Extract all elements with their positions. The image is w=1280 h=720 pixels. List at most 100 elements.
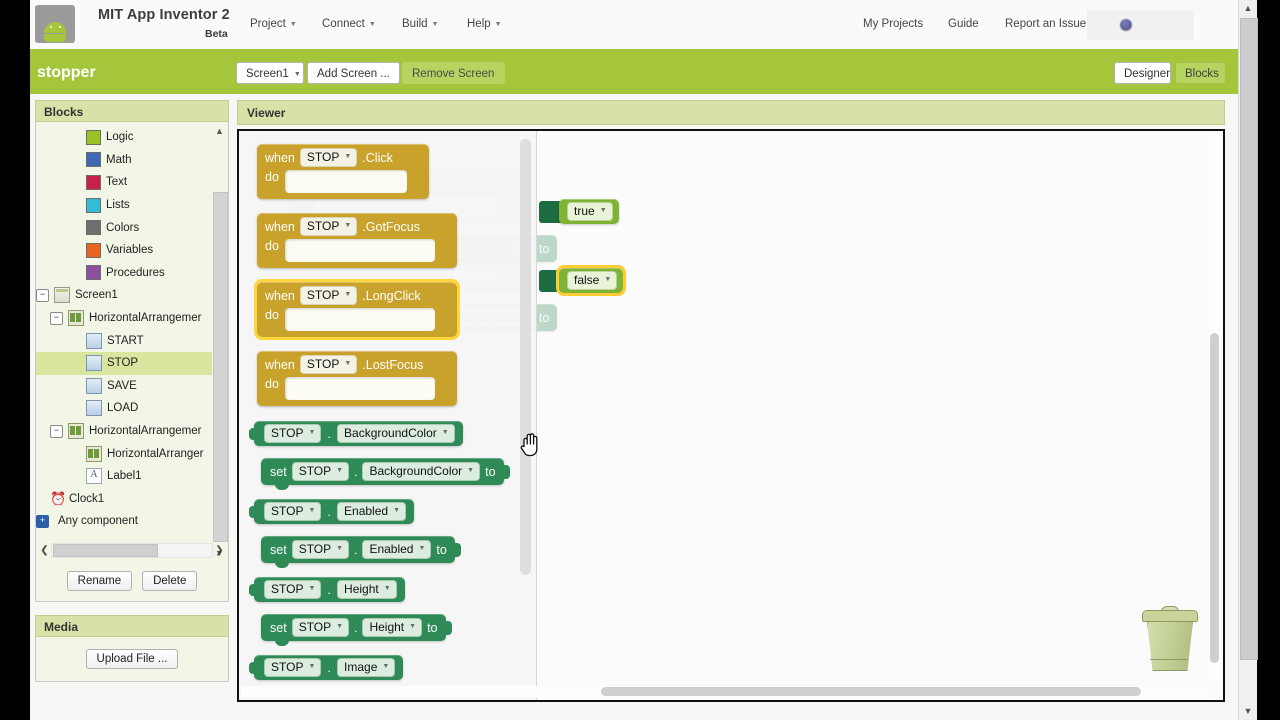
block-socket[interactable] [284,170,407,193]
component-dropdown[interactable]: STOP ▼ [299,217,358,236]
category-colors[interactable]: Colors [36,216,212,239]
property-name: BackgroundColor [369,464,463,478]
scroll-left-icon[interactable]: ❮ [40,545,49,556]
tree-item-horizontalarrangement2[interactable]: − HorizontalArrangemer [36,420,212,443]
category-text[interactable]: Text [36,171,212,194]
scroll-up-icon[interactable]: ▲ [215,126,224,136]
upload-file-button[interactable]: Upload File ... [85,649,179,669]
link-my-projects[interactable]: My Projects [863,18,924,30]
trash-can-icon[interactable] [1141,606,1198,672]
blocks-view-button[interactable]: Blocks [1175,62,1226,84]
expand-icon[interactable]: + [36,514,49,528]
flyout-block-when-stop-click[interactable]: when STOP ▼ .Click do [257,144,429,199]
tree-item-save[interactable]: SAVE [36,375,212,398]
logic-true-block[interactable]: true ▼ [559,199,619,224]
category-procedures[interactable]: Procedures [36,262,212,285]
flyout-block-set-stop-height[interactable]: set STOP ▼ . Height ▼ to [261,614,452,646]
tree-item-clock1[interactable]: ⏰ Clock1 [36,488,212,511]
property-dropdown[interactable]: Height ▼ [337,580,397,599]
blocks-canvas[interactable]: when START ▼ .Click do [239,131,1223,700]
component-dropdown[interactable]: STOP ▼ [299,355,358,374]
flyout-block-set-stop-backgroundcolor[interactable]: set STOP ▼ . BackgroundColor ▼ [261,458,510,490]
flyout-block-when-stop-lostfocus[interactable]: when STOP ▼ .LostFocus do [257,351,457,406]
property-dropdown[interactable]: Height ▼ [362,618,423,637]
category-lists[interactable]: Lists [36,194,212,217]
menu-build[interactable]: Build ▼ [402,18,439,30]
flyout-block-set-stop-enabled[interactable]: set STOP ▼ . Enabled ▼ to [261,536,461,568]
scrollbar-thumb[interactable] [213,192,228,542]
blocks-tree-vertical-scrollbar[interactable]: ▲ ▼ [212,124,228,560]
tree-item-horizontalarrangement1[interactable]: − HorizontalArrangemer [36,307,212,330]
property-dropdown[interactable]: Enabled ▼ [362,540,432,559]
blocks-workspace[interactable]: when START ▼ .Click do [237,129,1225,702]
tree-item-load[interactable]: LOAD [36,397,212,420]
component-dropdown[interactable]: STOP ▼ [264,502,322,521]
link-report-an-issue[interactable]: Report an Issue [1005,18,1087,30]
designer-view-button[interactable]: Designer [1114,62,1171,84]
logic-false-block[interactable]: false ▼ [555,265,627,296]
component-dropdown[interactable]: STOP ▼ [264,424,322,443]
property-dropdown[interactable]: Image ▼ [337,658,396,677]
menu-connect[interactable]: Connect ▼ [322,18,376,30]
tree-item-stop[interactable]: STOP [36,351,212,375]
scrollbar-thumb[interactable] [53,544,158,557]
scroll-right-icon[interactable]: ❯ [215,545,224,556]
scrollbar-track[interactable] [51,543,213,558]
tree-item-any-component[interactable]: + Any component [36,510,212,533]
tree-item-label1[interactable]: A Label1 [36,465,212,488]
link-guide[interactable]: Guide [948,18,979,30]
category-variables[interactable]: Variables [36,239,212,262]
component-dropdown[interactable]: STOP ▼ [299,286,358,305]
screen-selector-dropdown[interactable]: Screen1 ▼ [236,62,304,84]
workspace-block-false[interactable]: false ▼ [539,265,627,296]
scrollbar-thumb[interactable] [601,687,1141,696]
block-socket[interactable] [284,377,435,400]
collapse-icon[interactable]: − [50,424,63,438]
browser-vertical-scrollbar[interactable]: ▲ ▼ [1238,0,1258,720]
scroll-up-icon[interactable]: ▲ [1239,0,1257,17]
flyout-block-get-stop-enabled[interactable]: STOP ▼ . Enabled ▼ [249,499,415,524]
workspace-block-true[interactable]: true ▼ [539,199,619,224]
component-dropdown[interactable]: STOP ▼ [291,540,350,559]
component-blocks-flyout[interactable]: when STOP ▼ .Click do [239,131,537,700]
workspace-horizontal-scrollbar[interactable] [241,686,1209,698]
property-dropdown[interactable]: Enabled ▼ [337,502,407,521]
workspace-vertical-scrollbar[interactable] [1209,133,1221,684]
logic-value-dropdown[interactable]: false ▼ [567,271,618,290]
user-account-area[interactable] [1087,10,1194,40]
block-socket[interactable] [284,308,435,331]
scrollbar-thumb[interactable] [1210,333,1219,663]
remove-screen-button[interactable]: Remove Screen [402,62,505,84]
category-math[interactable]: Math [36,149,212,172]
menu-help[interactable]: Help ▼ [467,18,502,30]
component-dropdown[interactable]: STOP ▼ [291,618,350,637]
delete-button[interactable]: Delete [142,571,198,591]
component-dropdown[interactable]: STOP ▼ [264,658,322,677]
tree-item-start[interactable]: START [36,329,212,352]
block-socket[interactable] [284,239,435,262]
tree-item-horizontalarrangement3[interactable]: HorizontalArranger [36,442,212,465]
property-dropdown[interactable]: BackgroundColor ▼ [337,424,455,443]
tree-item-screen1[interactable]: − Screen1 [36,284,212,307]
menu-project[interactable]: Project ▼ [250,18,297,30]
collapse-icon[interactable]: − [36,288,49,302]
rename-button[interactable]: Rename [66,571,133,591]
component-dropdown[interactable]: STOP ▼ [264,580,322,599]
scrollbar-thumb[interactable] [1240,18,1258,660]
flyout-block-when-stop-longclick[interactable]: when STOP ▼ .LongClick do [254,279,460,340]
flyout-block-get-stop-height[interactable]: STOP ▼ . Height ▼ [249,577,405,602]
property-dropdown[interactable]: BackgroundColor ▼ [362,462,481,481]
category-logic[interactable]: Logic [36,126,212,149]
component-dropdown[interactable]: STOP ▼ [299,148,358,167]
collapse-icon[interactable]: − [50,311,63,325]
flyout-block-get-stop-backgroundcolor[interactable]: STOP ▼ . BackgroundColor ▼ [249,421,463,446]
blocks-tree-horizontal-scrollbar[interactable]: ❮ ❯ [38,542,226,559]
scroll-down-icon[interactable]: ▼ [1239,703,1257,720]
flyout-block-get-stop-image[interactable]: STOP ▼ . Image ▼ [249,655,404,680]
logic-value-dropdown[interactable]: true ▼ [567,202,613,221]
scroll-down-icon[interactable]: ▼ [215,548,224,558]
component-dropdown[interactable]: STOP ▼ [291,462,350,481]
add-screen-button[interactable]: Add Screen ... [307,62,400,84]
flyout-block-when-stop-gotfocus[interactable]: when STOP ▼ .GotFocus do [257,213,457,268]
flyout-scrollbar[interactable] [520,139,531,575]
